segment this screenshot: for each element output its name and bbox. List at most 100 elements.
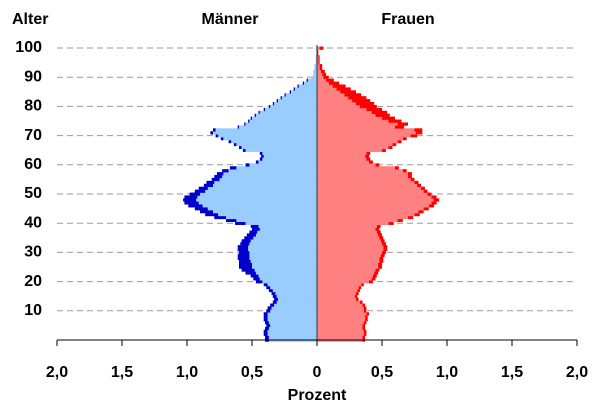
bar bbox=[317, 242, 382, 246]
bar-outer bbox=[215, 134, 219, 138]
bar-outer bbox=[239, 262, 252, 266]
bar bbox=[202, 204, 317, 208]
bar bbox=[263, 154, 317, 158]
bar-outer bbox=[270, 303, 275, 307]
bar-outer bbox=[317, 52, 319, 56]
bar bbox=[317, 207, 424, 211]
bar-outer bbox=[261, 154, 264, 158]
bar-outer bbox=[200, 210, 213, 214]
bar-outer bbox=[344, 93, 362, 97]
bar bbox=[207, 207, 317, 211]
bar bbox=[317, 195, 432, 199]
bar-outer bbox=[376, 224, 381, 228]
y-tick-label: 40 bbox=[24, 214, 42, 231]
bar-outer bbox=[240, 242, 250, 246]
bar-outer bbox=[382, 116, 395, 120]
bar bbox=[304, 81, 317, 85]
bar-outer bbox=[263, 312, 268, 316]
bar-outer bbox=[237, 253, 250, 258]
bar bbox=[317, 151, 367, 155]
bar bbox=[267, 283, 317, 287]
bar-outer bbox=[366, 151, 371, 155]
bar-outer bbox=[265, 321, 269, 325]
x-tick-label: 1,0 bbox=[176, 364, 198, 381]
left-side-title: Männer bbox=[202, 11, 259, 28]
bar-outer bbox=[246, 233, 256, 237]
bar bbox=[317, 274, 373, 278]
bar bbox=[317, 75, 324, 79]
y-tick-label: 90 bbox=[24, 68, 42, 85]
bar-outer bbox=[366, 157, 371, 161]
bar bbox=[267, 318, 317, 322]
bar bbox=[317, 166, 395, 170]
bar bbox=[317, 119, 389, 123]
bar bbox=[262, 280, 317, 284]
bar-outer bbox=[210, 131, 213, 135]
bar bbox=[281, 96, 317, 100]
bar-outer bbox=[378, 233, 382, 237]
bar bbox=[317, 288, 358, 293]
bar-outer bbox=[414, 180, 419, 185]
bar-outer bbox=[239, 250, 250, 255]
bar bbox=[317, 297, 356, 301]
bar bbox=[317, 245, 384, 249]
y-tick-label: 30 bbox=[24, 244, 42, 261]
y-tick-label: 100 bbox=[15, 39, 42, 56]
bar bbox=[317, 192, 428, 196]
bar bbox=[317, 271, 375, 275]
bar bbox=[267, 312, 317, 316]
x-tick-label: 1,0 bbox=[436, 364, 458, 381]
bar bbox=[255, 271, 317, 275]
bar bbox=[317, 122, 398, 126]
bar bbox=[317, 148, 382, 152]
bar-outer bbox=[415, 131, 423, 135]
bar-outer bbox=[271, 291, 276, 296]
bar-outer bbox=[268, 288, 273, 293]
bar bbox=[317, 198, 434, 202]
bar-outer bbox=[363, 329, 367, 333]
bar bbox=[317, 183, 418, 187]
bar-outer bbox=[252, 227, 260, 231]
bar-outer bbox=[374, 271, 379, 275]
bar bbox=[317, 318, 366, 322]
bar bbox=[317, 294, 355, 298]
bar bbox=[213, 210, 317, 214]
bar bbox=[249, 242, 317, 246]
bar bbox=[317, 335, 363, 339]
bar-outer bbox=[356, 297, 359, 301]
bar bbox=[207, 186, 317, 190]
bar-outer bbox=[332, 84, 346, 88]
bar bbox=[317, 204, 429, 208]
bar-outer bbox=[253, 277, 260, 281]
bar bbox=[258, 224, 317, 228]
bar-outer bbox=[318, 61, 320, 65]
bar bbox=[252, 262, 317, 266]
bar-outer bbox=[237, 256, 250, 260]
x-tick-label: 2,0 bbox=[46, 364, 68, 381]
bar-outer bbox=[188, 204, 203, 208]
y-tick-label: 50 bbox=[24, 185, 42, 202]
bar-outer bbox=[379, 256, 384, 260]
bar bbox=[262, 157, 317, 161]
bar-outer bbox=[356, 291, 359, 296]
bar bbox=[317, 172, 408, 176]
bar-outer bbox=[220, 137, 224, 141]
bar bbox=[250, 259, 317, 263]
bar-outer bbox=[263, 329, 268, 333]
bar-outer bbox=[214, 215, 226, 220]
bar bbox=[317, 81, 329, 85]
bar bbox=[317, 134, 411, 138]
bar bbox=[259, 110, 317, 114]
bar-outer bbox=[371, 110, 388, 114]
bar-outer bbox=[258, 110, 260, 114]
bar bbox=[223, 172, 317, 176]
bar bbox=[268, 326, 317, 331]
x-tick-label: 0 bbox=[313, 364, 322, 381]
bar bbox=[196, 198, 317, 202]
bar-outer bbox=[395, 166, 399, 170]
bar-outer bbox=[352, 99, 371, 103]
bar bbox=[255, 233, 317, 237]
bar bbox=[317, 262, 379, 266]
bar-outer bbox=[263, 315, 268, 319]
bar bbox=[231, 139, 317, 144]
